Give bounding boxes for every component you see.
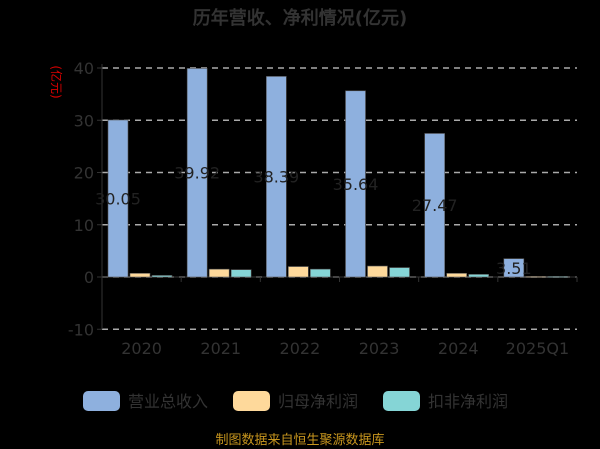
bar-2 <box>151 275 173 278</box>
bar-0 <box>186 68 208 278</box>
bar-0 <box>266 76 287 278</box>
y-tick-label: 20 <box>74 164 94 183</box>
x-tick-label: 2020 <box>121 339 162 358</box>
x-tick-label: 2021 <box>200 339 241 358</box>
y-tick-label: 40 <box>74 59 94 78</box>
y-tick-label: 10 <box>74 216 94 235</box>
legend-label[interactable]: 归母净利润 <box>278 392 358 411</box>
bar-1 <box>129 273 151 278</box>
bar-0 <box>345 90 366 278</box>
footer-source: 制图数据来自恒生聚源数据库 <box>215 432 384 448</box>
bar-0 <box>503 258 525 278</box>
x-tick-label: 2022 <box>280 339 321 358</box>
bar-data-label: 27.47 <box>412 196 458 215</box>
bar-0 <box>424 133 445 278</box>
legend-label[interactable]: 营业总收入 <box>128 392 208 411</box>
bar-data-label: 38.39 <box>253 168 299 187</box>
bar-0 <box>107 119 129 278</box>
bar-2 <box>389 267 410 278</box>
bar-2 <box>468 274 489 278</box>
bar-1 <box>367 265 388 278</box>
chart-title: 历年营收、净利情况(亿元) <box>193 7 407 29</box>
y-axis-label: (亿元) <box>49 65 64 98</box>
y-tick-label: 0 <box>84 268 94 287</box>
bar-1 <box>288 266 309 278</box>
bar-2 <box>547 276 569 278</box>
bar-1 <box>525 276 547 278</box>
legend-label[interactable]: 扣非净利润 <box>428 392 508 411</box>
x-tick-label: 2023 <box>359 339 400 358</box>
bar-data-label: 35.64 <box>333 175 379 194</box>
bar-data-label: 39.92 <box>174 164 220 183</box>
y-tick-label: -10 <box>68 320 94 339</box>
bar-data-label: 30.05 <box>95 189 141 208</box>
legend-swatch[interactable] <box>233 391 270 411</box>
y-tick-label: 30 <box>74 111 94 130</box>
legend-swatch[interactable] <box>383 391 420 411</box>
x-tick-label: 2024 <box>438 339 479 358</box>
bar-1 <box>208 268 230 278</box>
bar-1 <box>446 273 467 278</box>
bar-2 <box>230 269 252 278</box>
legend-swatch[interactable] <box>83 391 120 411</box>
x-tick-label: 2025Q1 <box>506 339 570 358</box>
bar-2 <box>310 268 331 278</box>
bar-data-label: 3.51 <box>496 259 532 278</box>
